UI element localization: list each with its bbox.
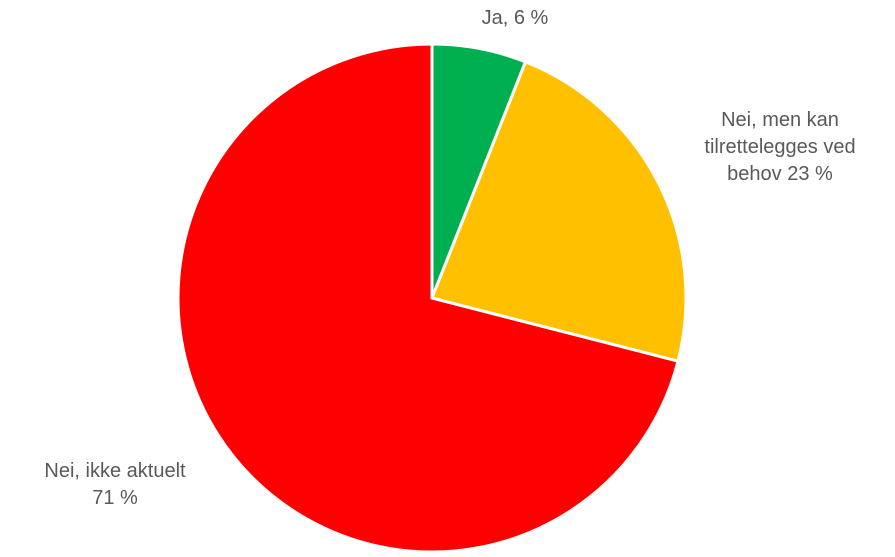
- pie-slice-1: [429, 59, 688, 363]
- pie-slice-2: [176, 42, 680, 554]
- data-label-tilrettelegges-line-3: behov 23 %: [727, 163, 833, 185]
- data-label-ja-line: Ja, 6 %: [481, 7, 549, 29]
- data-label-ikke-aktuelt-line-1: Nei, ikke aktuelt: [44, 460, 186, 482]
- data-label-ja: Ja, 6 %: [440, 5, 590, 32]
- pie-slices: [176, 42, 688, 554]
- data-label-ikke-aktuelt: Nei, ikke aktuelt 71 %: [0, 458, 230, 512]
- data-label-tilrettelegges: Nei, men kan tilrettelegges ved behov 23…: [668, 107, 892, 188]
- data-label-tilrettelegges-line-2: tilrettelegges ved: [704, 136, 856, 158]
- data-label-tilrettelegges-line-1: Nei, men kan: [721, 109, 839, 131]
- data-label-ikke-aktuelt-line-2: 71 %: [92, 487, 138, 509]
